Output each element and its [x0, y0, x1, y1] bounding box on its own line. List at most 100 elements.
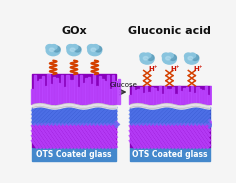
Bar — [188, 92, 190, 104]
Ellipse shape — [88, 44, 95, 51]
Bar — [74, 75, 77, 104]
Ellipse shape — [192, 55, 199, 60]
Bar — [186, 87, 188, 104]
Ellipse shape — [140, 53, 148, 59]
Bar — [112, 75, 114, 104]
Bar — [118, 79, 120, 104]
Bar — [129, 95, 131, 104]
Ellipse shape — [167, 53, 173, 58]
Ellipse shape — [70, 48, 75, 51]
Text: GOx: GOx — [61, 26, 87, 36]
Bar — [58, 83, 60, 104]
Bar — [107, 75, 109, 104]
Ellipse shape — [49, 48, 54, 51]
Text: OTS Coated glass: OTS Coated glass — [36, 150, 112, 159]
Ellipse shape — [163, 54, 176, 64]
Bar — [135, 90, 137, 104]
Bar — [91, 84, 93, 104]
Ellipse shape — [185, 54, 199, 64]
Bar — [175, 94, 177, 104]
Ellipse shape — [147, 55, 154, 60]
Text: OTS Coated glass: OTS Coated glass — [132, 150, 207, 159]
Ellipse shape — [53, 46, 60, 52]
Bar — [130, 147, 210, 161]
Bar — [80, 74, 82, 104]
Bar — [32, 74, 116, 104]
Bar — [66, 75, 68, 104]
Bar — [47, 74, 50, 104]
Ellipse shape — [88, 45, 102, 56]
Ellipse shape — [189, 53, 196, 58]
Bar — [167, 89, 169, 104]
Bar — [159, 86, 161, 104]
Bar — [45, 86, 47, 104]
Ellipse shape — [91, 48, 96, 51]
Bar — [130, 86, 210, 104]
Ellipse shape — [185, 53, 192, 59]
Ellipse shape — [74, 46, 81, 52]
Bar — [202, 90, 204, 104]
Bar — [96, 86, 98, 104]
Bar — [151, 87, 153, 104]
Bar — [197, 87, 199, 104]
Bar — [130, 107, 210, 124]
Ellipse shape — [143, 57, 148, 60]
Bar — [180, 91, 182, 104]
Bar — [137, 89, 139, 104]
Bar — [145, 86, 148, 104]
Bar — [64, 87, 66, 104]
Bar — [104, 81, 106, 104]
Bar — [156, 91, 158, 104]
Ellipse shape — [95, 46, 102, 52]
Bar — [93, 74, 96, 104]
Ellipse shape — [67, 45, 81, 56]
Ellipse shape — [46, 45, 60, 56]
Bar — [130, 124, 210, 147]
Bar — [153, 88, 156, 104]
Bar — [69, 80, 71, 104]
Bar — [172, 87, 174, 104]
Bar — [37, 81, 39, 104]
Bar — [32, 107, 116, 124]
Bar — [164, 87, 166, 104]
Bar — [148, 92, 150, 104]
Bar — [207, 95, 209, 104]
Text: Glucose: Glucose — [109, 82, 137, 88]
Bar — [88, 77, 90, 104]
Bar — [32, 124, 116, 147]
Bar — [77, 87, 79, 104]
Ellipse shape — [140, 54, 154, 64]
Ellipse shape — [67, 44, 74, 51]
Ellipse shape — [169, 55, 176, 60]
Bar — [72, 80, 74, 104]
Bar — [169, 89, 172, 104]
Ellipse shape — [166, 57, 170, 60]
Ellipse shape — [162, 53, 170, 59]
Bar — [140, 87, 142, 104]
Bar — [183, 88, 185, 104]
Ellipse shape — [51, 44, 57, 49]
Bar — [50, 84, 52, 104]
Ellipse shape — [145, 53, 151, 58]
Text: H⁺: H⁺ — [193, 66, 203, 72]
Bar — [210, 86, 212, 104]
Ellipse shape — [72, 44, 78, 49]
Bar — [194, 93, 196, 104]
Bar — [83, 83, 85, 104]
Ellipse shape — [188, 57, 193, 60]
Bar — [39, 79, 42, 104]
Bar — [191, 86, 193, 104]
Bar — [61, 74, 63, 104]
Bar — [110, 89, 112, 104]
Bar — [178, 86, 180, 104]
Bar — [143, 93, 145, 104]
Bar — [205, 86, 207, 104]
Bar — [31, 89, 34, 104]
Ellipse shape — [92, 44, 99, 49]
Bar — [115, 81, 117, 104]
Bar — [101, 79, 104, 104]
Text: H⁺: H⁺ — [171, 66, 180, 72]
Text: H⁺: H⁺ — [148, 66, 158, 72]
Bar — [199, 89, 201, 104]
Text: Gluconic acid: Gluconic acid — [128, 26, 211, 36]
